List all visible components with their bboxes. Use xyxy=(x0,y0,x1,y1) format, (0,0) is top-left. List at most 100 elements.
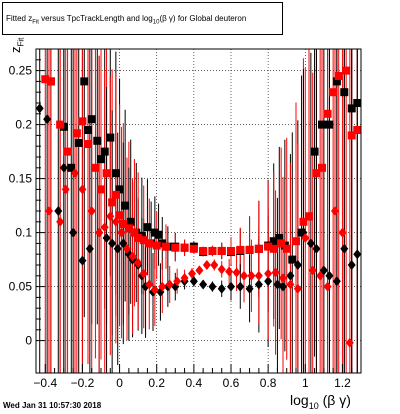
marker-square-s1-25 xyxy=(208,246,217,255)
marker-diamond-s3-29 xyxy=(247,270,256,281)
marker-square-s1-38 xyxy=(312,169,321,178)
marker-square-s1-45 xyxy=(353,126,362,134)
marker-square-s1-40 xyxy=(323,109,332,118)
x-tick-label-1: −0.2 xyxy=(71,376,95,390)
marker-square-s1-4 xyxy=(72,129,81,138)
marker-diamond-s3-3 xyxy=(71,168,79,179)
marker-diamond-s2-5 xyxy=(78,255,87,266)
marker-square-s0-11 xyxy=(111,169,120,178)
marker-square-s1-7 xyxy=(91,163,100,172)
x-tick-label-4: 0.4 xyxy=(186,376,203,390)
marker-diamond-s2-30 xyxy=(264,276,273,287)
marker-square-s1-6 xyxy=(84,140,92,149)
x-tick-label-0: −0.4 xyxy=(33,376,57,390)
marker-diamond-s3-36 xyxy=(301,233,310,243)
marker-diamond-s3-30 xyxy=(254,270,263,281)
marker-diamond-s3-6 xyxy=(95,227,104,238)
marker-diamond-s3-12 xyxy=(128,251,137,262)
y-tick-label-5: 0.25 xyxy=(9,64,33,78)
marker-diamond-s2-9 xyxy=(108,238,117,249)
marker-diamond-s2-6 xyxy=(85,243,94,254)
marker-square-s1-13 xyxy=(119,219,128,228)
marker-diamond-s2-28 xyxy=(245,283,254,294)
marker-square-s1-23 xyxy=(189,244,198,253)
marker-diamond-s3-21 xyxy=(188,268,196,279)
marker-diamond-s2-8 xyxy=(102,233,111,243)
marker-square-s1-43 xyxy=(342,66,351,75)
marker-square-s0-43 xyxy=(332,77,341,86)
marker-square-s0-13 xyxy=(121,201,130,210)
marker-square-s0-2 xyxy=(67,163,76,172)
marker-square-s0-34 xyxy=(269,237,278,246)
marker-square-s1-18 xyxy=(145,239,154,248)
marker-diamond-s3-14 xyxy=(139,268,148,279)
marker-square-s1-17 xyxy=(139,236,148,245)
marker-square-s0-10 xyxy=(106,133,115,142)
marker-square-s0-41 xyxy=(318,120,326,129)
marker-square-s1-24 xyxy=(199,246,208,255)
marker-diamond-s2-12 xyxy=(124,249,133,260)
marker-square-s0-4 xyxy=(80,77,89,86)
marker-square-s0-20 xyxy=(154,230,163,239)
marker-square-s1-0 xyxy=(41,75,50,84)
marker-square-s1-8 xyxy=(97,185,105,194)
marker-square-s0-6 xyxy=(87,115,96,124)
marker-square-s0-14 xyxy=(126,217,135,226)
marker-diamond-s2-4 xyxy=(69,227,78,238)
marker-diamond-s3-10 xyxy=(117,227,126,238)
marker-diamond-s3-31 xyxy=(264,268,273,279)
marker-square-s1-12 xyxy=(115,211,124,220)
marker-square-s1-16 xyxy=(134,234,143,242)
marker-square-s1-26 xyxy=(217,246,226,255)
marker-diamond-s3-17 xyxy=(158,281,167,292)
marker-diamond-s2-42 xyxy=(347,260,356,270)
marker-square-s1-20 xyxy=(162,242,170,251)
marker-diamond-s2-38 xyxy=(319,265,328,276)
marker-diamond-s2-26 xyxy=(227,281,235,292)
marker-diamond-s3-42 xyxy=(345,337,354,348)
marker-square-s1-28 xyxy=(236,245,245,254)
marker-square-s1-34 xyxy=(282,244,291,253)
marker-square-s1-42 xyxy=(334,72,343,80)
marker-diamond-s3-28 xyxy=(240,270,248,281)
marker-square-s1-29 xyxy=(245,245,254,254)
marker-square-s1-22 xyxy=(180,243,189,252)
marker-square-s1-30 xyxy=(254,244,263,253)
marker-diamond-s2-11 xyxy=(119,238,128,249)
marker-diamond-s3-16 xyxy=(150,284,159,295)
marker-square-s1-15 xyxy=(130,228,139,237)
marker-square-s0-35 xyxy=(275,234,284,242)
marker-diamond-s3-41 xyxy=(338,227,347,238)
marker-square-s1-37 xyxy=(305,212,313,221)
x-tick-label-3: 0.2 xyxy=(148,376,165,390)
marker-diamond-s3-4 xyxy=(78,184,87,195)
marker-square-s0-37 xyxy=(288,255,297,264)
marker-square-s0-12 xyxy=(115,185,124,194)
marker-square-s1-1 xyxy=(46,77,55,86)
marker-diamond-s3-34 xyxy=(286,279,295,290)
marker-diamond-s3-1 xyxy=(56,216,65,227)
marker-diamond-s3-38 xyxy=(316,270,325,281)
chart-title: Fitted zFit versus TpcTrackLength and lo… xyxy=(2,2,283,35)
marker-diamond-s2-22 xyxy=(189,276,198,287)
marker-square-s1-33 xyxy=(277,239,286,248)
marker-diamond-s3-32 xyxy=(271,267,280,278)
marker-square-s0-42 xyxy=(325,120,334,129)
marker-square-s0-9 xyxy=(100,147,109,156)
marker-square-s1-3 xyxy=(63,147,72,156)
marker-square-s0-17 xyxy=(143,223,152,232)
marker-diamond-s2-37 xyxy=(312,243,321,254)
marker-diamond-s3-25 xyxy=(217,264,226,275)
marker-diamond-s3-2 xyxy=(61,184,70,195)
data-markers xyxy=(35,66,362,348)
marker-square-s1-9 xyxy=(102,169,111,178)
marker-square-s0-8 xyxy=(97,155,105,164)
marker-diamond-s2-32 xyxy=(279,281,287,292)
x-tick-label-2: 0 xyxy=(116,376,123,390)
marker-square-s1-35 xyxy=(292,237,300,246)
x-axis-label: log10 (β γ) xyxy=(290,392,351,411)
marker-square-s0-3 xyxy=(74,138,83,147)
marker-diamond-s3-35 xyxy=(293,283,302,294)
marker-diamond-s3-11 xyxy=(123,243,131,254)
